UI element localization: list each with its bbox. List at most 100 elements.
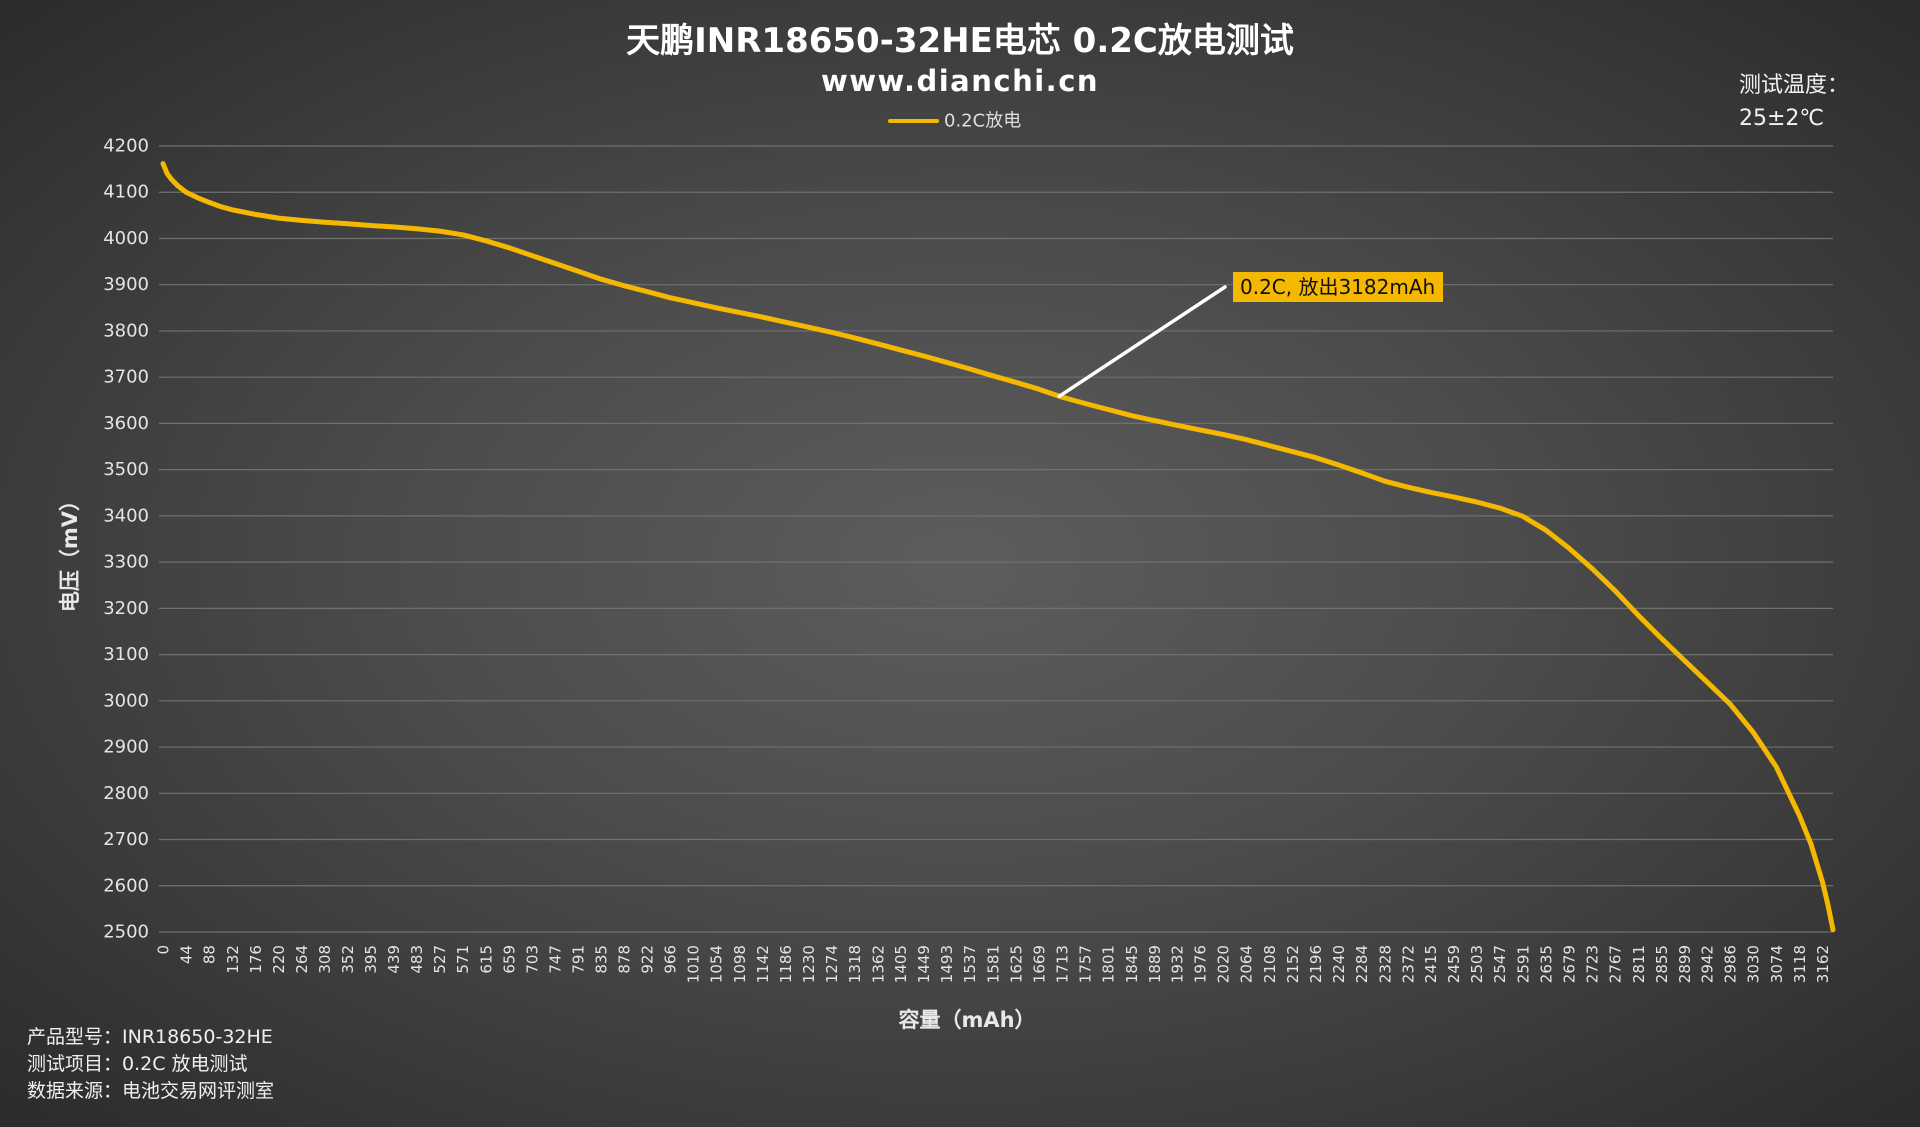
x-tick-label: 395 (362, 945, 380, 974)
y-tick-label: 2600 (103, 875, 149, 896)
chart-subtitle: www.dianchi.cn (820, 64, 1100, 98)
x-tick-label: 3162 (1814, 945, 1832, 983)
x-tick-label: 2942 (1699, 945, 1717, 983)
x-tick-label: 2811 (1630, 945, 1648, 983)
x-tick-label: 308 (316, 945, 334, 974)
footer-test-item: 测试项目：0.2C 放电测试 (27, 1053, 248, 1075)
x-tick-label: 176 (247, 945, 265, 974)
x-tick-label: 132 (224, 945, 242, 974)
y-tick-label: 4200 (103, 136, 149, 157)
x-tick-label: 352 (339, 945, 357, 974)
x-tick-label: 1845 (1123, 945, 1141, 983)
y-tick-label: 4100 (103, 182, 149, 203)
x-tick-label: 615 (477, 945, 495, 974)
test-temperature: 测试温度： 25±2℃ (1739, 69, 1849, 135)
x-tick-label: 1493 (938, 945, 956, 983)
x-tick-label: 835 (593, 945, 611, 974)
x-tick-label: 2152 (1284, 945, 1302, 983)
x-tick-label: 2020 (1215, 945, 1233, 983)
x-tick-label: 2503 (1468, 945, 1486, 983)
x-tick-label: 571 (454, 945, 472, 974)
x-tick-label: 483 (408, 945, 426, 974)
x-tick-label: 1362 (869, 945, 887, 983)
x-tick-label: 1757 (1077, 945, 1095, 983)
x-tick-label: 791 (570, 945, 588, 974)
x-tick-label: 2767 (1607, 945, 1625, 983)
series-line (160, 161, 1836, 933)
x-tick-label: 2328 (1376, 945, 1394, 983)
y-tick-labels: 4200 4100 4000 3900 3800 3700 3600 3500 3400 3300… (103, 136, 149, 943)
x-tick-label: 264 (293, 945, 311, 974)
x-tick-label: 878 (615, 945, 633, 974)
x-tick-label: 1801 (1100, 945, 1118, 983)
x-tick-label: 44 (178, 945, 196, 964)
x-tick-label: 2723 (1584, 945, 1602, 983)
x-tick-label: 2459 (1445, 945, 1463, 983)
x-tick-label: 2855 (1653, 945, 1671, 983)
gridlines (159, 145, 1833, 933)
x-tick-label: 747 (547, 945, 565, 974)
x-tick-label: 2986 (1722, 945, 1740, 983)
x-tick-label: 2240 (1330, 945, 1348, 983)
x-tick-label: 1976 (1192, 945, 1210, 983)
x-tick-label: 1932 (1168, 945, 1186, 983)
x-tick-label: 1274 (823, 945, 841, 983)
y-tick-label: 2800 (103, 783, 149, 804)
y-tick-label: 2500 (103, 922, 149, 943)
footer-info: 产品型号：INR18650-32HE 测试项目：0.2C 放电测试 数据来源：电… (27, 1024, 274, 1105)
x-tick-label: 2064 (1238, 945, 1256, 983)
x-tick-label: 1449 (915, 945, 933, 983)
x-tick-label: 2108 (1261, 945, 1279, 983)
x-tick-labels: 0 44 88 132 176 220 264 308 352 395 439 483 527 571 61… (155, 945, 1833, 983)
test-temperature-label: 测试温度： (1739, 73, 1850, 98)
x-tick-label: 3074 (1768, 945, 1786, 983)
x-tick-label: 1405 (892, 945, 910, 983)
x-tick-label: 1537 (961, 945, 979, 983)
y-tick-label: 3400 (103, 505, 149, 526)
x-tick-label: 2196 (1307, 945, 1325, 983)
y-tick-label: 3800 (103, 320, 149, 341)
x-tick-label: 1098 (731, 945, 749, 983)
y-tick-label: 2700 (103, 829, 149, 850)
x-tick-label: 2899 (1676, 945, 1694, 983)
x-tick-label: 0 (155, 945, 173, 955)
x-tick-label: 2547 (1491, 945, 1509, 983)
x-tick-label: 2284 (1353, 945, 1371, 983)
chart-title: 天鹏INR18650-32HE电芯 0.2C放电测试 (626, 21, 1294, 61)
y-tick-label: 3700 (103, 367, 149, 388)
x-tick-label: 1581 (984, 945, 1002, 983)
x-tick-label: 439 (385, 945, 403, 974)
y-tick-label: 3300 (103, 552, 149, 573)
test-temperature-value: 25±2℃ (1739, 106, 1825, 131)
series-layer (160, 161, 1836, 933)
footer-product-model: 产品型号：INR18650-32HE (27, 1026, 273, 1048)
y-tick-label: 3900 (103, 274, 149, 295)
y-tick-label: 3500 (103, 459, 149, 480)
x-tick-label: 1318 (846, 945, 864, 983)
x-tick-label: 1625 (1007, 945, 1025, 983)
x-tick-label: 88 (201, 945, 219, 964)
y-tick-label: 3000 (103, 690, 149, 711)
x-tick-label: 2635 (1537, 945, 1555, 983)
y-tick-label: 3100 (103, 644, 149, 665)
y-tick-label: 3600 (103, 413, 149, 434)
x-tick-label: 1713 (1054, 945, 1072, 983)
y-tick-label: 2900 (103, 737, 149, 758)
x-tick-label: 3118 (1791, 945, 1809, 983)
x-tick-label: 527 (431, 945, 449, 974)
x-tick-label: 703 (523, 945, 541, 974)
y-tick-label: 3200 (103, 598, 149, 619)
x-axis-label: 容量（mAh） (898, 1008, 1035, 1032)
x-tick-label: 1669 (1030, 945, 1048, 983)
y-axis-label: 电压（mV） (58, 490, 82, 612)
x-tick-label: 2372 (1399, 945, 1417, 983)
legend: 0.2C放电 (888, 111, 1021, 132)
x-tick-label: 1230 (800, 945, 818, 983)
x-tick-label: 922 (638, 945, 656, 974)
x-tick-label: 2415 (1422, 945, 1440, 983)
x-tick-label: 1889 (1146, 945, 1164, 983)
x-tick-label: 2679 (1561, 945, 1579, 983)
y-tick-label: 4000 (103, 228, 149, 249)
x-tick-label: 1054 (708, 945, 726, 983)
